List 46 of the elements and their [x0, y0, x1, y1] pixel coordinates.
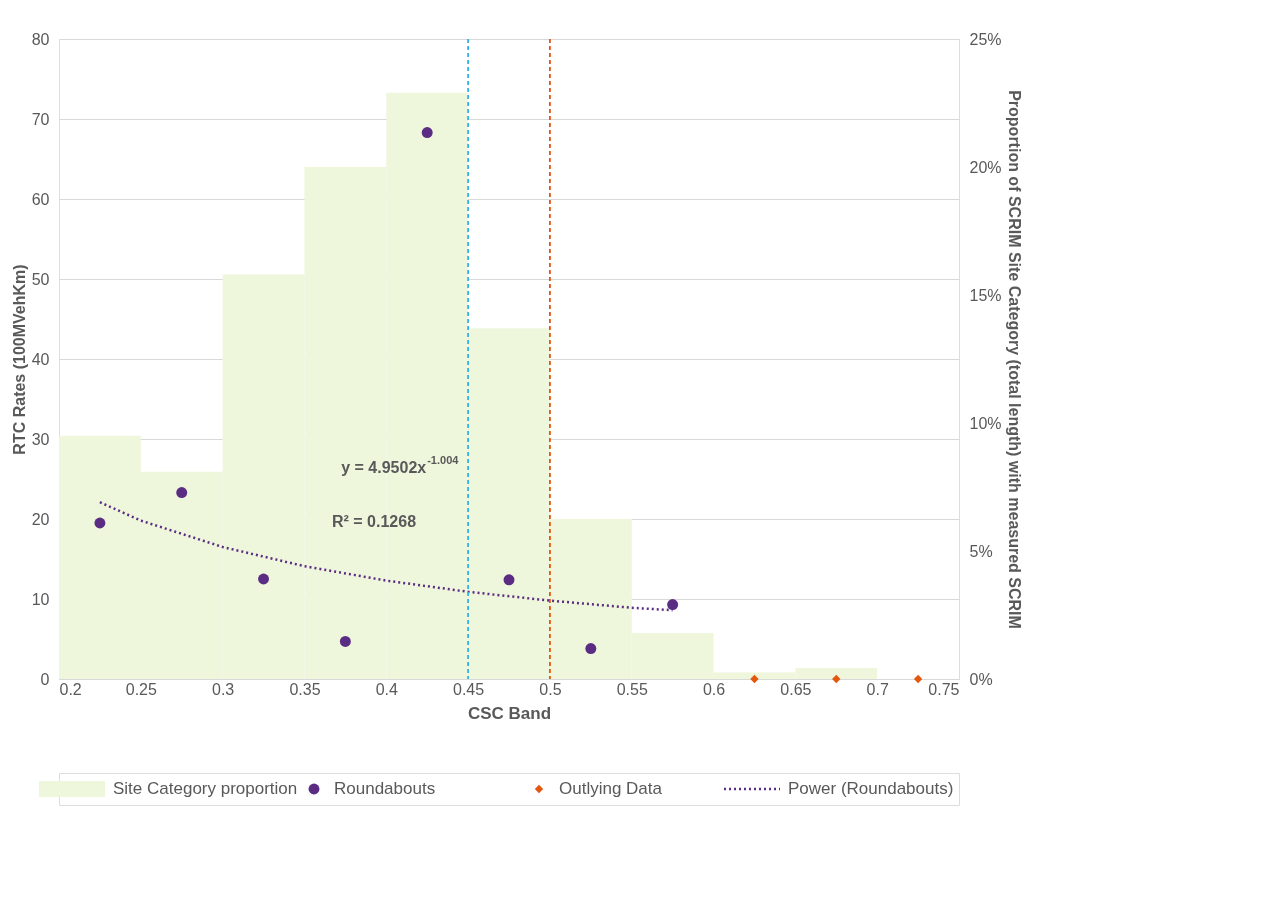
point	[832, 674, 841, 684]
y-tick-label: 20	[31, 510, 50, 528]
y2-tick-label: 15%	[969, 286, 1002, 304]
point	[750, 674, 759, 684]
y-tick-label: 50	[31, 270, 50, 288]
y-axis-title: RTC Rates (100MVehKm)	[10, 264, 28, 455]
y2-tick-label: 25%	[969, 30, 1002, 48]
y-tick-label: 70	[31, 110, 50, 128]
x-tick-label: 0.25	[125, 680, 157, 698]
point	[339, 635, 351, 647]
point	[503, 574, 515, 586]
point	[585, 643, 597, 655]
point	[913, 674, 923, 684]
point	[667, 599, 679, 611]
x-tick-label: 0.7	[866, 680, 889, 698]
x-tick-label: 0.6	[702, 680, 726, 698]
x-tick-label: 0.55	[616, 680, 648, 698]
x-tick-label: 0.75	[928, 680, 960, 698]
x-axis-title: CSC Band	[467, 703, 552, 723]
x-tick-label: 0.65	[780, 680, 812, 698]
x-tick-label: 0.35	[289, 680, 321, 698]
y-tick-label: 10	[31, 590, 50, 608]
point	[258, 573, 270, 585]
legend-label: Outlying Data	[559, 779, 663, 798]
legend-label: Power (Roundabouts)	[788, 779, 954, 798]
point	[94, 517, 106, 529]
y2-axis-title: Proportion of SCRIM Site Category (total length) with measured SCRIM	[1005, 90, 1023, 629]
y2-tick-label: 5%	[969, 542, 993, 560]
x-tick-label: 0.5	[539, 680, 562, 698]
y-tick-label: 80	[31, 30, 50, 48]
y-tick-label: 40	[31, 350, 50, 368]
x-tick-label: 0.3	[212, 680, 235, 698]
y2-tick-label: 0%	[969, 670, 993, 688]
y-tick-label: 60	[31, 190, 50, 208]
annotation: R² = 0.1268	[331, 512, 417, 530]
y-tick-label: 30	[31, 430, 50, 448]
point	[176, 487, 188, 499]
point	[421, 127, 433, 139]
y2-tick-label: 10%	[969, 414, 1002, 432]
x-tick-label: 0.4	[375, 680, 398, 698]
y-tick-label: 0	[40, 670, 50, 688]
legend-label: Roundabouts	[334, 779, 436, 798]
legend-label: Site Category proportion	[113, 779, 298, 798]
x-tick-label: 0.2	[59, 680, 82, 698]
y2-tick-label: 20%	[969, 158, 1002, 176]
x-tick-label: 0.45	[453, 680, 485, 698]
